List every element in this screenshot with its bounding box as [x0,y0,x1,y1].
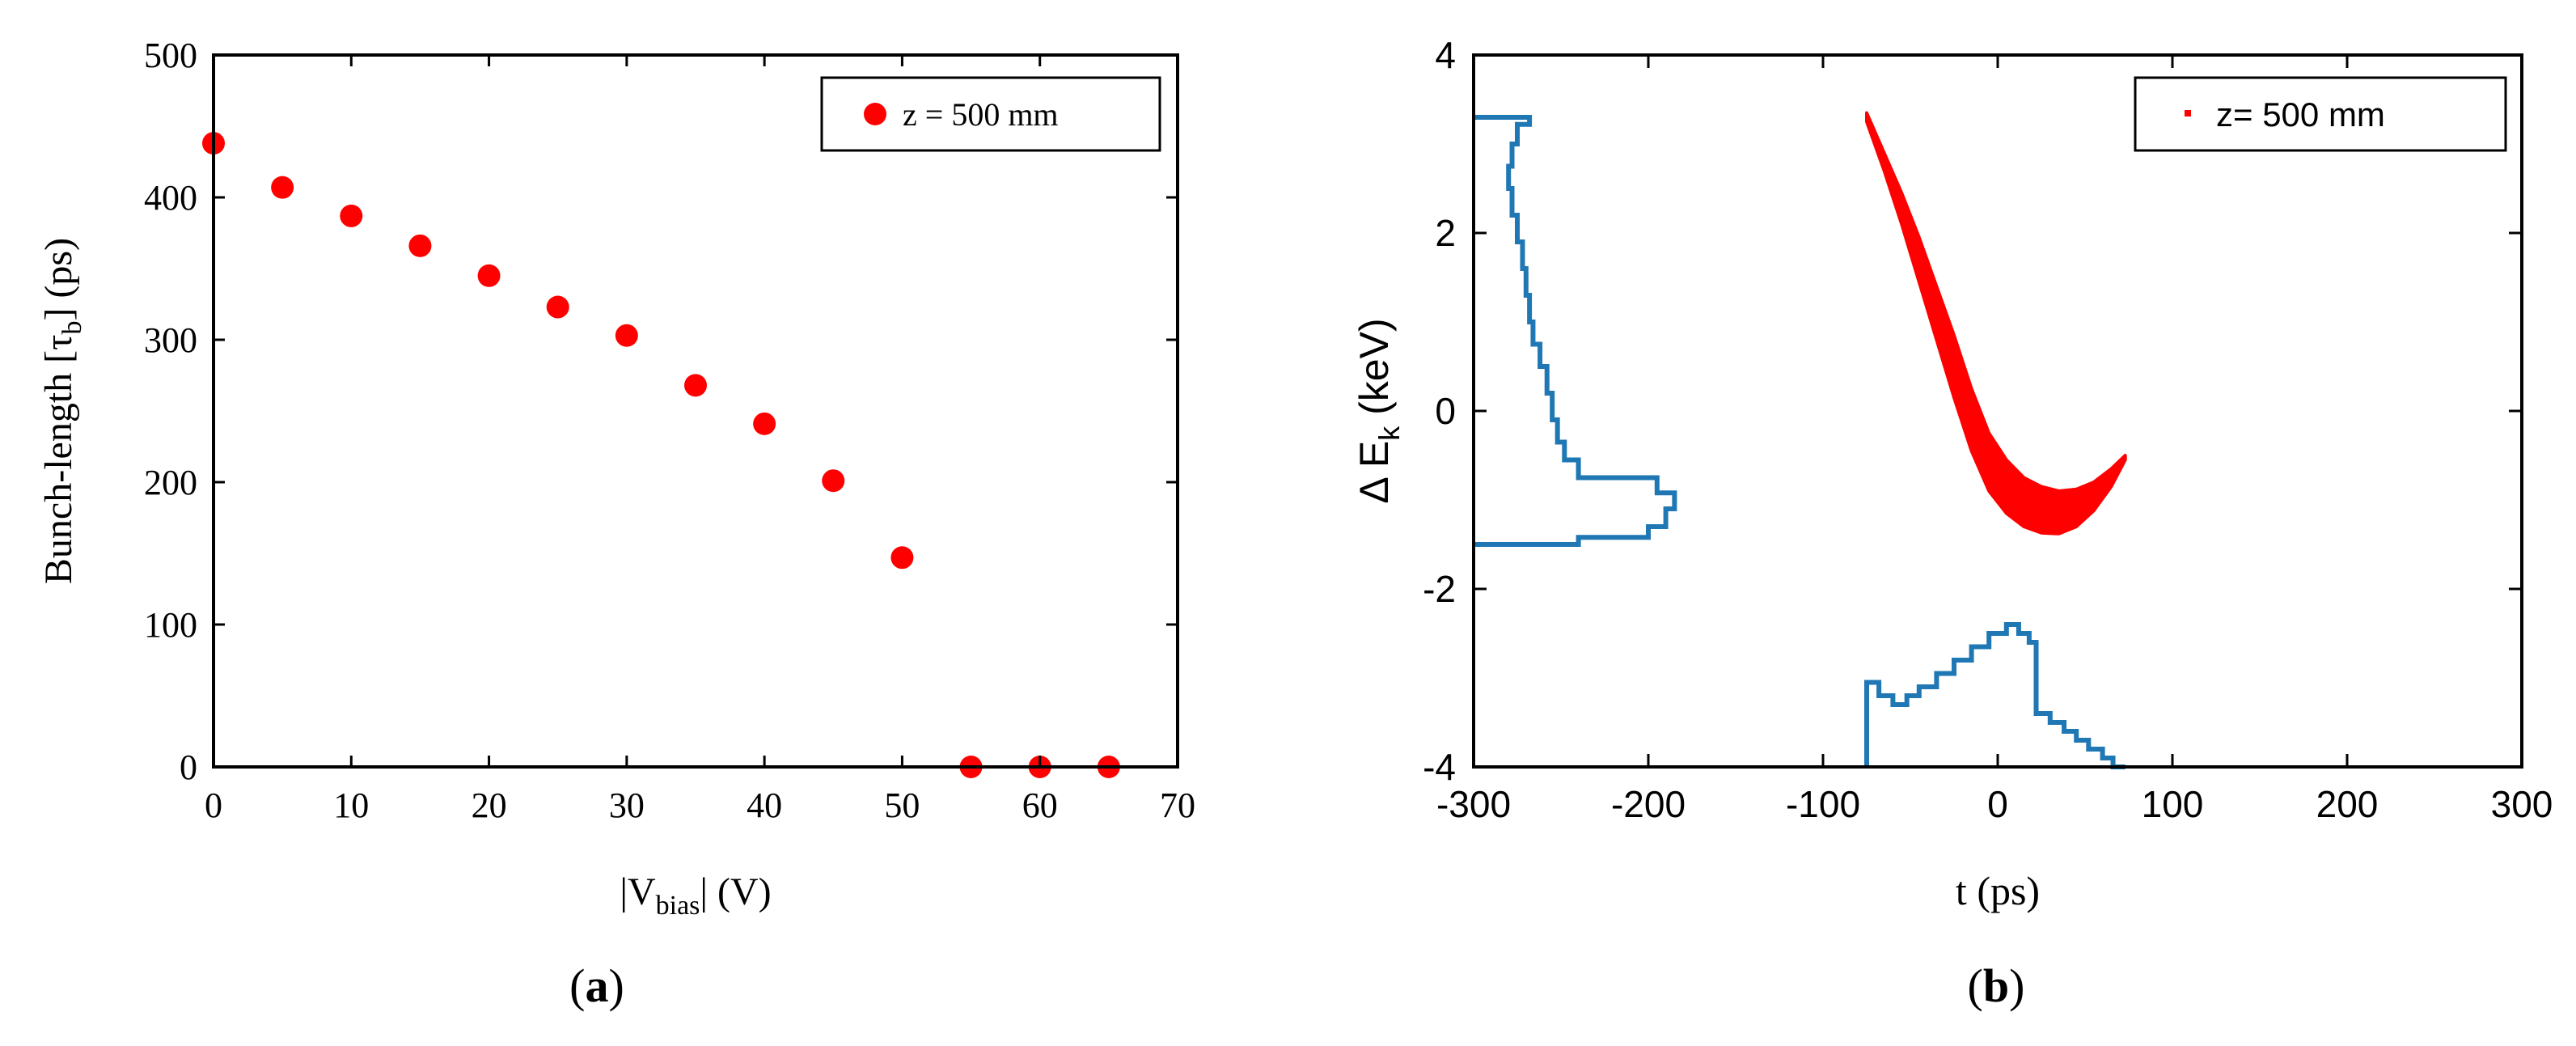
panel-b-caption-close: ) [2009,959,2024,1012]
panel-a-caption-close: ) [609,959,624,1012]
panel-a-ylabel-main: Bunch-length [τ [37,335,80,585]
panel-b-xtick-label: -100 [1786,783,1860,825]
panel-a-xtick-label: 40 [747,786,782,825]
panel-b-xlabel: t (ps) [1956,868,2040,913]
panel-b-caption-open: ( [1968,959,1983,1012]
panel-a-xtick-label: 30 [609,786,645,825]
panel-a-legend-box [820,76,1161,152]
panel-a-data-points [202,132,1120,778]
panel-a-data-point [546,295,569,319]
panel-b-ytick-label: 2 [1435,212,1456,254]
panel-b-ytick-label: 0 [1435,390,1456,432]
panel-b-xtick-label: 200 [2316,783,2379,825]
panel-b-legend-box [2134,76,2507,152]
panel-b-ylabel-main: Δ E [1351,441,1397,504]
panel-b-legend-label: z= 500 mm [2216,95,2385,133]
panel-b-phase-space-band [1865,111,2127,536]
panel-b-xtick-label: 0 [1987,783,2008,825]
panel-b-xtick-label: -300 [1436,783,1511,825]
panel-a-xtick-label: 60 [1022,786,1058,825]
panel-b-energy-histogram [1474,115,1677,547]
panel-a-data-point [340,204,363,227]
panel-a-xlabel-sub: bias [656,891,700,921]
panel-a-ylabel-sub: b [57,321,87,335]
panel-b-caption-letter: b [1983,959,2009,1012]
panel-a-xtick-label: 0 [205,786,222,825]
panel-a-xtick-label: 50 [884,786,920,825]
panel-b-phase-space-band-shape [1865,111,2127,536]
panel-a-xlabel-tail: | (V) [700,870,771,913]
panel-b-xtick-label: -200 [1611,783,1686,825]
panel-a-ticks: 0 10 20 30 40 50 60 70 0 100 200 300 400 500 [144,36,1195,825]
panel-a-data-point [271,176,294,199]
panel-a-ytick-label: 100 [144,605,197,645]
panel-a-xtick-label: 20 [472,786,507,825]
panel-a-ylabel: Bunch-length [τb] (ps) [37,238,87,584]
panel-b-ticks: -300 -200 -100 0 100 200 300 -4 -2 0 2 4 [1423,34,2553,825]
panel-a: 0 10 20 30 40 50 60 70 0 100 200 300 400 500 z = 500 … [37,36,1195,1012]
panel-a-data-point [753,412,776,435]
panel-a-legend-label: z = 500 mm [903,96,1059,133]
panel-a-ytick-label: 0 [180,747,197,787]
panel-b-ylabel-sub: k [1373,426,1406,441]
panel-a-data-point [822,469,845,493]
panel-a-caption: (a) [569,959,624,1012]
panel-a-data-point [408,234,432,257]
panel-a-data-point [477,264,501,287]
panel-b-caption: (b) [1968,959,2025,1012]
panel-b-ylabel-tail: (keV) [1351,318,1397,426]
panel-b-xtick-label: 100 [2142,783,2204,825]
panel-b-xtick-label: 300 [2491,783,2553,825]
panel-b-legend-marker [2185,110,2191,116]
panel-a-ytick-label: 300 [144,320,197,360]
panel-a-data-point [890,546,914,570]
panel-a-ytick-label: 400 [144,178,197,218]
panel-a-caption-open: ( [569,959,585,1012]
panel-b-axes-frame [1472,53,2523,769]
panel-a-caption-letter: a [586,959,609,1012]
panel-a-xtick-label: 10 [333,786,369,825]
panel-a-xlabel: |Vbias| (V) [620,870,771,921]
panel-a-axes-frame [212,53,1179,769]
panel-a-xlabel-main: |V [620,870,656,913]
panel-a-ylabel-tail: ] (ps) [37,238,80,321]
panel-a-xtick-label: 70 [1160,786,1195,825]
panel-b-time-histogram [1864,622,2126,769]
panel-b-ytick-label: 4 [1435,34,1456,76]
panel-a-legend-marker [864,103,886,125]
panel-a-data-point [615,324,638,347]
panel-b-histograms [1474,115,2126,769]
panel-b-ylabel: Δ Ek (keV) [1351,318,1406,503]
panel-b-ytick-label: -2 [1423,568,1456,610]
panel-a-ytick-label: 200 [144,463,197,502]
panel-a-ytick-label: 500 [144,36,197,75]
panel-b-ytick-label: -4 [1423,746,1456,788]
panel-a-data-point [684,374,707,397]
